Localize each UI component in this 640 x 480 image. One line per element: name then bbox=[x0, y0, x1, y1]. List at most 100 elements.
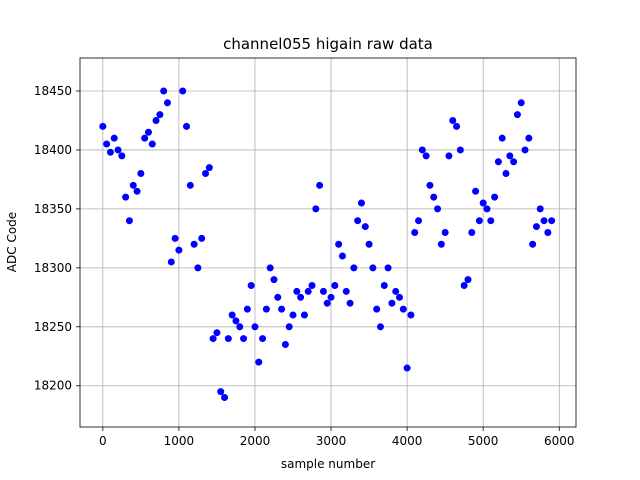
data-point bbox=[179, 87, 187, 95]
data-point bbox=[350, 264, 358, 272]
data-point bbox=[361, 223, 369, 231]
y-tick-label: 18400 bbox=[34, 143, 72, 157]
data-point bbox=[441, 228, 449, 236]
data-point bbox=[426, 181, 434, 189]
data-point bbox=[388, 299, 396, 307]
data-point bbox=[354, 217, 362, 225]
data-point bbox=[141, 134, 149, 142]
data-point bbox=[460, 282, 468, 290]
x-tick-label: 3000 bbox=[316, 434, 347, 448]
data-point bbox=[144, 128, 152, 136]
data-point bbox=[472, 187, 480, 195]
data-point bbox=[243, 305, 251, 313]
x-tick-label: 6000 bbox=[544, 434, 575, 448]
data-point bbox=[479, 199, 487, 207]
data-point bbox=[415, 217, 423, 225]
y-tick-label: 18300 bbox=[34, 261, 72, 275]
data-point bbox=[133, 187, 141, 195]
data-point bbox=[293, 287, 301, 295]
data-point bbox=[251, 323, 259, 331]
data-point bbox=[186, 181, 194, 189]
data-point bbox=[156, 111, 164, 119]
x-tick-label: 1000 bbox=[164, 434, 195, 448]
data-point bbox=[281, 340, 289, 348]
data-point bbox=[308, 282, 316, 290]
data-point bbox=[236, 323, 244, 331]
data-point bbox=[221, 394, 229, 402]
data-point bbox=[209, 335, 217, 343]
data-point bbox=[487, 217, 495, 225]
data-point bbox=[118, 152, 126, 160]
y-axis-label: ADC Code bbox=[5, 212, 19, 272]
data-point bbox=[266, 264, 274, 272]
x-axis-label: sample number bbox=[281, 457, 375, 471]
data-point bbox=[376, 323, 384, 331]
y-tick-label: 18350 bbox=[34, 202, 72, 216]
data-point bbox=[536, 205, 544, 213]
data-point bbox=[198, 234, 206, 242]
data-point bbox=[213, 329, 221, 337]
data-point bbox=[506, 152, 514, 160]
data-point bbox=[411, 228, 419, 236]
data-point bbox=[110, 134, 118, 142]
chart-title: channel055 higain raw data bbox=[223, 35, 433, 53]
data-point bbox=[399, 305, 407, 313]
data-point bbox=[205, 164, 213, 172]
data-point bbox=[373, 305, 381, 313]
x-tick-label: 4000 bbox=[392, 434, 423, 448]
data-point bbox=[194, 264, 202, 272]
y-tick-label: 18250 bbox=[34, 320, 72, 334]
data-point bbox=[357, 199, 365, 207]
data-point bbox=[247, 282, 255, 290]
axis-ticks: 0 1000 2000 3000 4000 5000 6000 18200 18250 18300… bbox=[34, 84, 575, 448]
data-point bbox=[103, 140, 111, 148]
data-point bbox=[392, 287, 400, 295]
data-point bbox=[232, 317, 240, 325]
data-point bbox=[304, 287, 312, 295]
data-point bbox=[259, 335, 267, 343]
data-point bbox=[228, 311, 236, 319]
y-tick-label: 18200 bbox=[34, 379, 72, 393]
data-point bbox=[521, 146, 529, 154]
data-point bbox=[502, 170, 510, 178]
data-point bbox=[202, 170, 210, 178]
data-points bbox=[99, 87, 556, 402]
data-point bbox=[129, 181, 137, 189]
data-point bbox=[114, 146, 122, 154]
data-point bbox=[125, 217, 133, 225]
x-tick-label: 0 bbox=[99, 434, 107, 448]
data-point bbox=[475, 217, 483, 225]
data-point bbox=[445, 152, 453, 160]
data-point bbox=[456, 146, 464, 154]
data-point bbox=[335, 240, 343, 248]
data-point bbox=[529, 240, 537, 248]
data-point bbox=[190, 240, 198, 248]
data-point bbox=[483, 205, 491, 213]
data-point bbox=[532, 223, 540, 231]
data-point bbox=[323, 299, 331, 307]
data-point bbox=[316, 181, 324, 189]
data-point bbox=[453, 122, 461, 130]
data-point bbox=[289, 311, 297, 319]
data-point bbox=[342, 287, 350, 295]
data-point bbox=[327, 293, 335, 301]
data-point bbox=[449, 116, 457, 124]
grid bbox=[80, 58, 576, 427]
data-point bbox=[274, 293, 282, 301]
data-point bbox=[148, 140, 156, 148]
data-point bbox=[346, 299, 354, 307]
data-point bbox=[517, 99, 525, 107]
data-point bbox=[217, 388, 225, 396]
data-point bbox=[152, 116, 160, 124]
data-point bbox=[163, 99, 171, 107]
data-point bbox=[513, 111, 521, 119]
plot-frame bbox=[79, 57, 577, 428]
data-point bbox=[171, 234, 179, 242]
data-point bbox=[183, 122, 190, 130]
data-point bbox=[380, 282, 388, 290]
data-point bbox=[437, 240, 445, 248]
data-point bbox=[240, 335, 248, 343]
data-point bbox=[422, 152, 430, 160]
x-tick-label: 2000 bbox=[240, 434, 271, 448]
